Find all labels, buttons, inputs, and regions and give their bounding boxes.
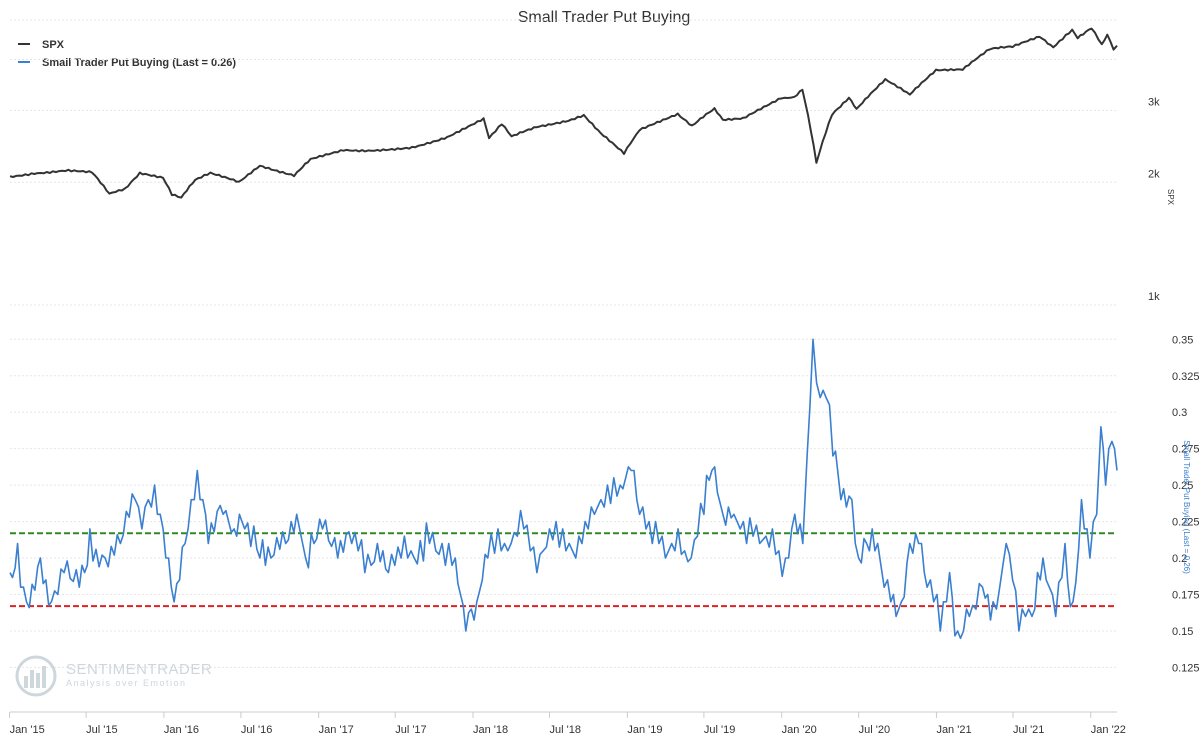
y-tick-put-buying-7: 0.3 [1172,407,1187,419]
x-tick-8: Jan '19 [627,724,662,736]
x-tick-labels: Jan '15 Jul '15 Jan '16 Jul '16 Jan '17 Jul '… [9,711,1126,736]
x-tick-4: Jan '17 [319,724,354,736]
watermark: SENTIMENTRADER Analysis over Emotion [15,655,212,697]
x-tick-11: Jul '20 [859,724,890,736]
watermark-brand: SENTIMENTRADER [66,661,212,678]
watermark-logo-icon [15,655,57,697]
x-tick-7: Jul '18 [550,724,581,736]
y-tick-spx-1: 2k [1148,168,1160,180]
x-tick-12: Jan '21 [936,724,971,736]
grid-layer [10,19,1117,668]
y-tick-put-buying-0: 0.125 [1172,662,1200,674]
x-tick-3: Jul '16 [241,724,272,736]
x-tick-5: Jul '17 [395,724,426,736]
x-tick-6: Jan '18 [473,724,508,736]
x-tick-10: Jan '20 [782,724,817,736]
x-tick-2: Jan '16 [164,724,199,736]
y-tick-put-buying-4: 0.225 [1172,517,1200,529]
y-tick-spx-0: 1k [1148,291,1160,303]
y-axis-title-spx: SPX [1166,189,1175,206]
x-tick-14: Jan '22 [1091,724,1126,736]
y-tick-put-buying-9: 0.35 [1172,334,1193,346]
legend-label-spx: SPX [42,39,65,51]
x-tick-0: Jan '15 [10,724,45,736]
y-tick-spx-2: 3k [1148,96,1160,108]
x-tick-13: Jul '21 [1013,724,1044,736]
reference-lines [10,532,1117,608]
series-layer [9,27,1118,640]
y-tick-labels: 1k 2k 3k 0.125 0.15 0.175 0.2 0.225 0.25 0.275 0.3… [1148,96,1200,674]
y-tick-put-buying-3: 0.2 [1172,553,1187,565]
legend-label-put-buying: Small Trader Put Buying (Last = 0.26) [42,57,236,69]
legend: SPX Small Trader Put Buying (Last = 0.26… [18,39,236,69]
y-tick-put-buying-1: 0.15 [1172,626,1193,638]
y-tick-put-buying-5: 0.25 [1172,480,1193,492]
y-tick-put-buying-8: 0.325 [1172,371,1200,383]
chart-title: Small Trader Put Buying [518,9,691,26]
series-line-put-buying [9,338,1118,640]
y-tick-put-buying-2: 0.175 [1172,590,1200,602]
series-line-spx [9,27,1118,199]
y-axis-title-put-buying: Small Trader Put Buying (Last = 0.26) [1182,440,1191,574]
x-tick-1: Jul '15 [86,724,117,736]
y-tick-put-buying-6: 0.275 [1172,444,1200,456]
x-tick-9: Jul '19 [704,724,735,736]
watermark-tagline: Analysis over Emotion [66,678,187,688]
